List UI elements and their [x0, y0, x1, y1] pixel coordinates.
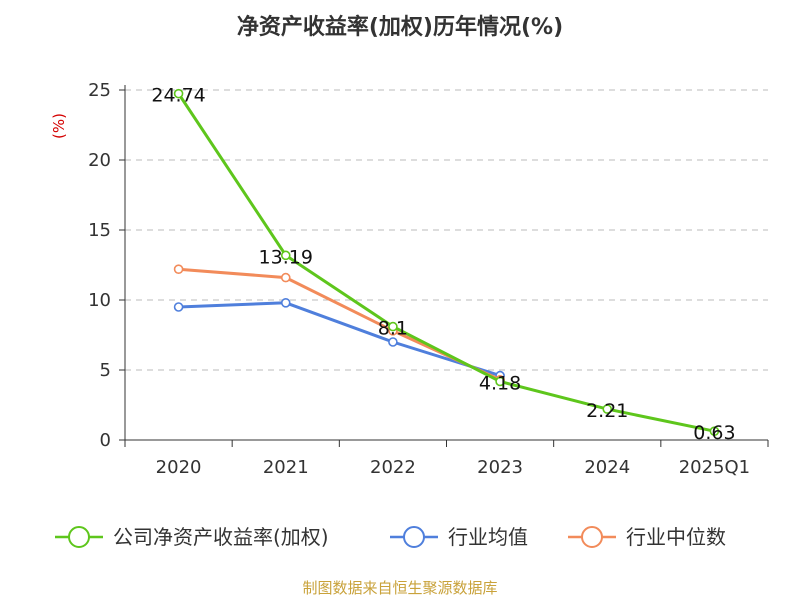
data-label: 0.63 [693, 422, 735, 444]
data-point [280, 250, 291, 261]
x-tick-label: 2023 [477, 457, 523, 478]
legend-label: 行业均值 [448, 525, 528, 549]
data-labels: 24.74 13.19 8.1 4.18 2.21 0.63 [151, 85, 735, 445]
y-axis-unit: (%) [50, 113, 68, 139]
chart-title: 净资产收益率(加权)历年情况(%) [237, 14, 563, 40]
data-point [280, 272, 291, 283]
y-tick-label: 20 [88, 150, 111, 171]
data-label: 2.21 [586, 400, 628, 422]
legend-label: 公司净资产收益率(加权) [113, 525, 329, 549]
legend-label: 行业中位数 [626, 525, 726, 549]
legend-marker [403, 526, 425, 548]
x-tick-label: 2021 [263, 457, 309, 478]
data-point [388, 321, 398, 332]
series-line-0 [177, 92, 715, 433]
x-tick-label: 2022 [370, 457, 416, 478]
x-tick-label: 2020 [156, 457, 202, 478]
data-point [388, 337, 398, 347]
legend-item-2: 行业中位数 [568, 525, 726, 549]
legend-marker [581, 526, 603, 548]
series-line-1 [178, 301, 501, 378]
data-point [495, 376, 505, 387]
data-point [173, 302, 184, 312]
series-group [173, 88, 720, 436]
data-point [709, 426, 720, 436]
x-tick-label: 2025Q1 [679, 457, 750, 478]
data-label: 4.18 [479, 372, 521, 394]
data-point [602, 404, 613, 414]
legend-item-0: 公司净资产收益率(加权) [55, 525, 329, 549]
y-tick-label: 5 [100, 360, 111, 381]
data-point [173, 88, 184, 99]
y-tick-label: 15 [88, 220, 111, 241]
axes: 0 5 10 15 20 25 2020 2021 2022 2023 2024 2025Q1 [88, 80, 769, 478]
legend-marker [68, 526, 90, 548]
data-point [280, 297, 291, 308]
y-tick-label: 0 [100, 430, 111, 451]
data-label: 13.19 [259, 246, 313, 268]
grid-lines [125, 89, 768, 371]
legend-item-1: 行业均值 [390, 525, 528, 549]
source-note: 制图数据来自恒生聚源数据库 [302, 579, 497, 597]
y-tick-label: 10 [88, 290, 111, 311]
data-label: 8.1 [378, 318, 408, 340]
legend: 公司净资产收益率(加权) 行业均值 行业中位数 [55, 525, 726, 549]
y-tick-label: 25 [88, 80, 111, 101]
data-point [173, 264, 184, 275]
series-line-2 [178, 267, 501, 382]
data-label: 24.74 [151, 85, 205, 107]
x-tick-label: 2024 [584, 457, 630, 478]
